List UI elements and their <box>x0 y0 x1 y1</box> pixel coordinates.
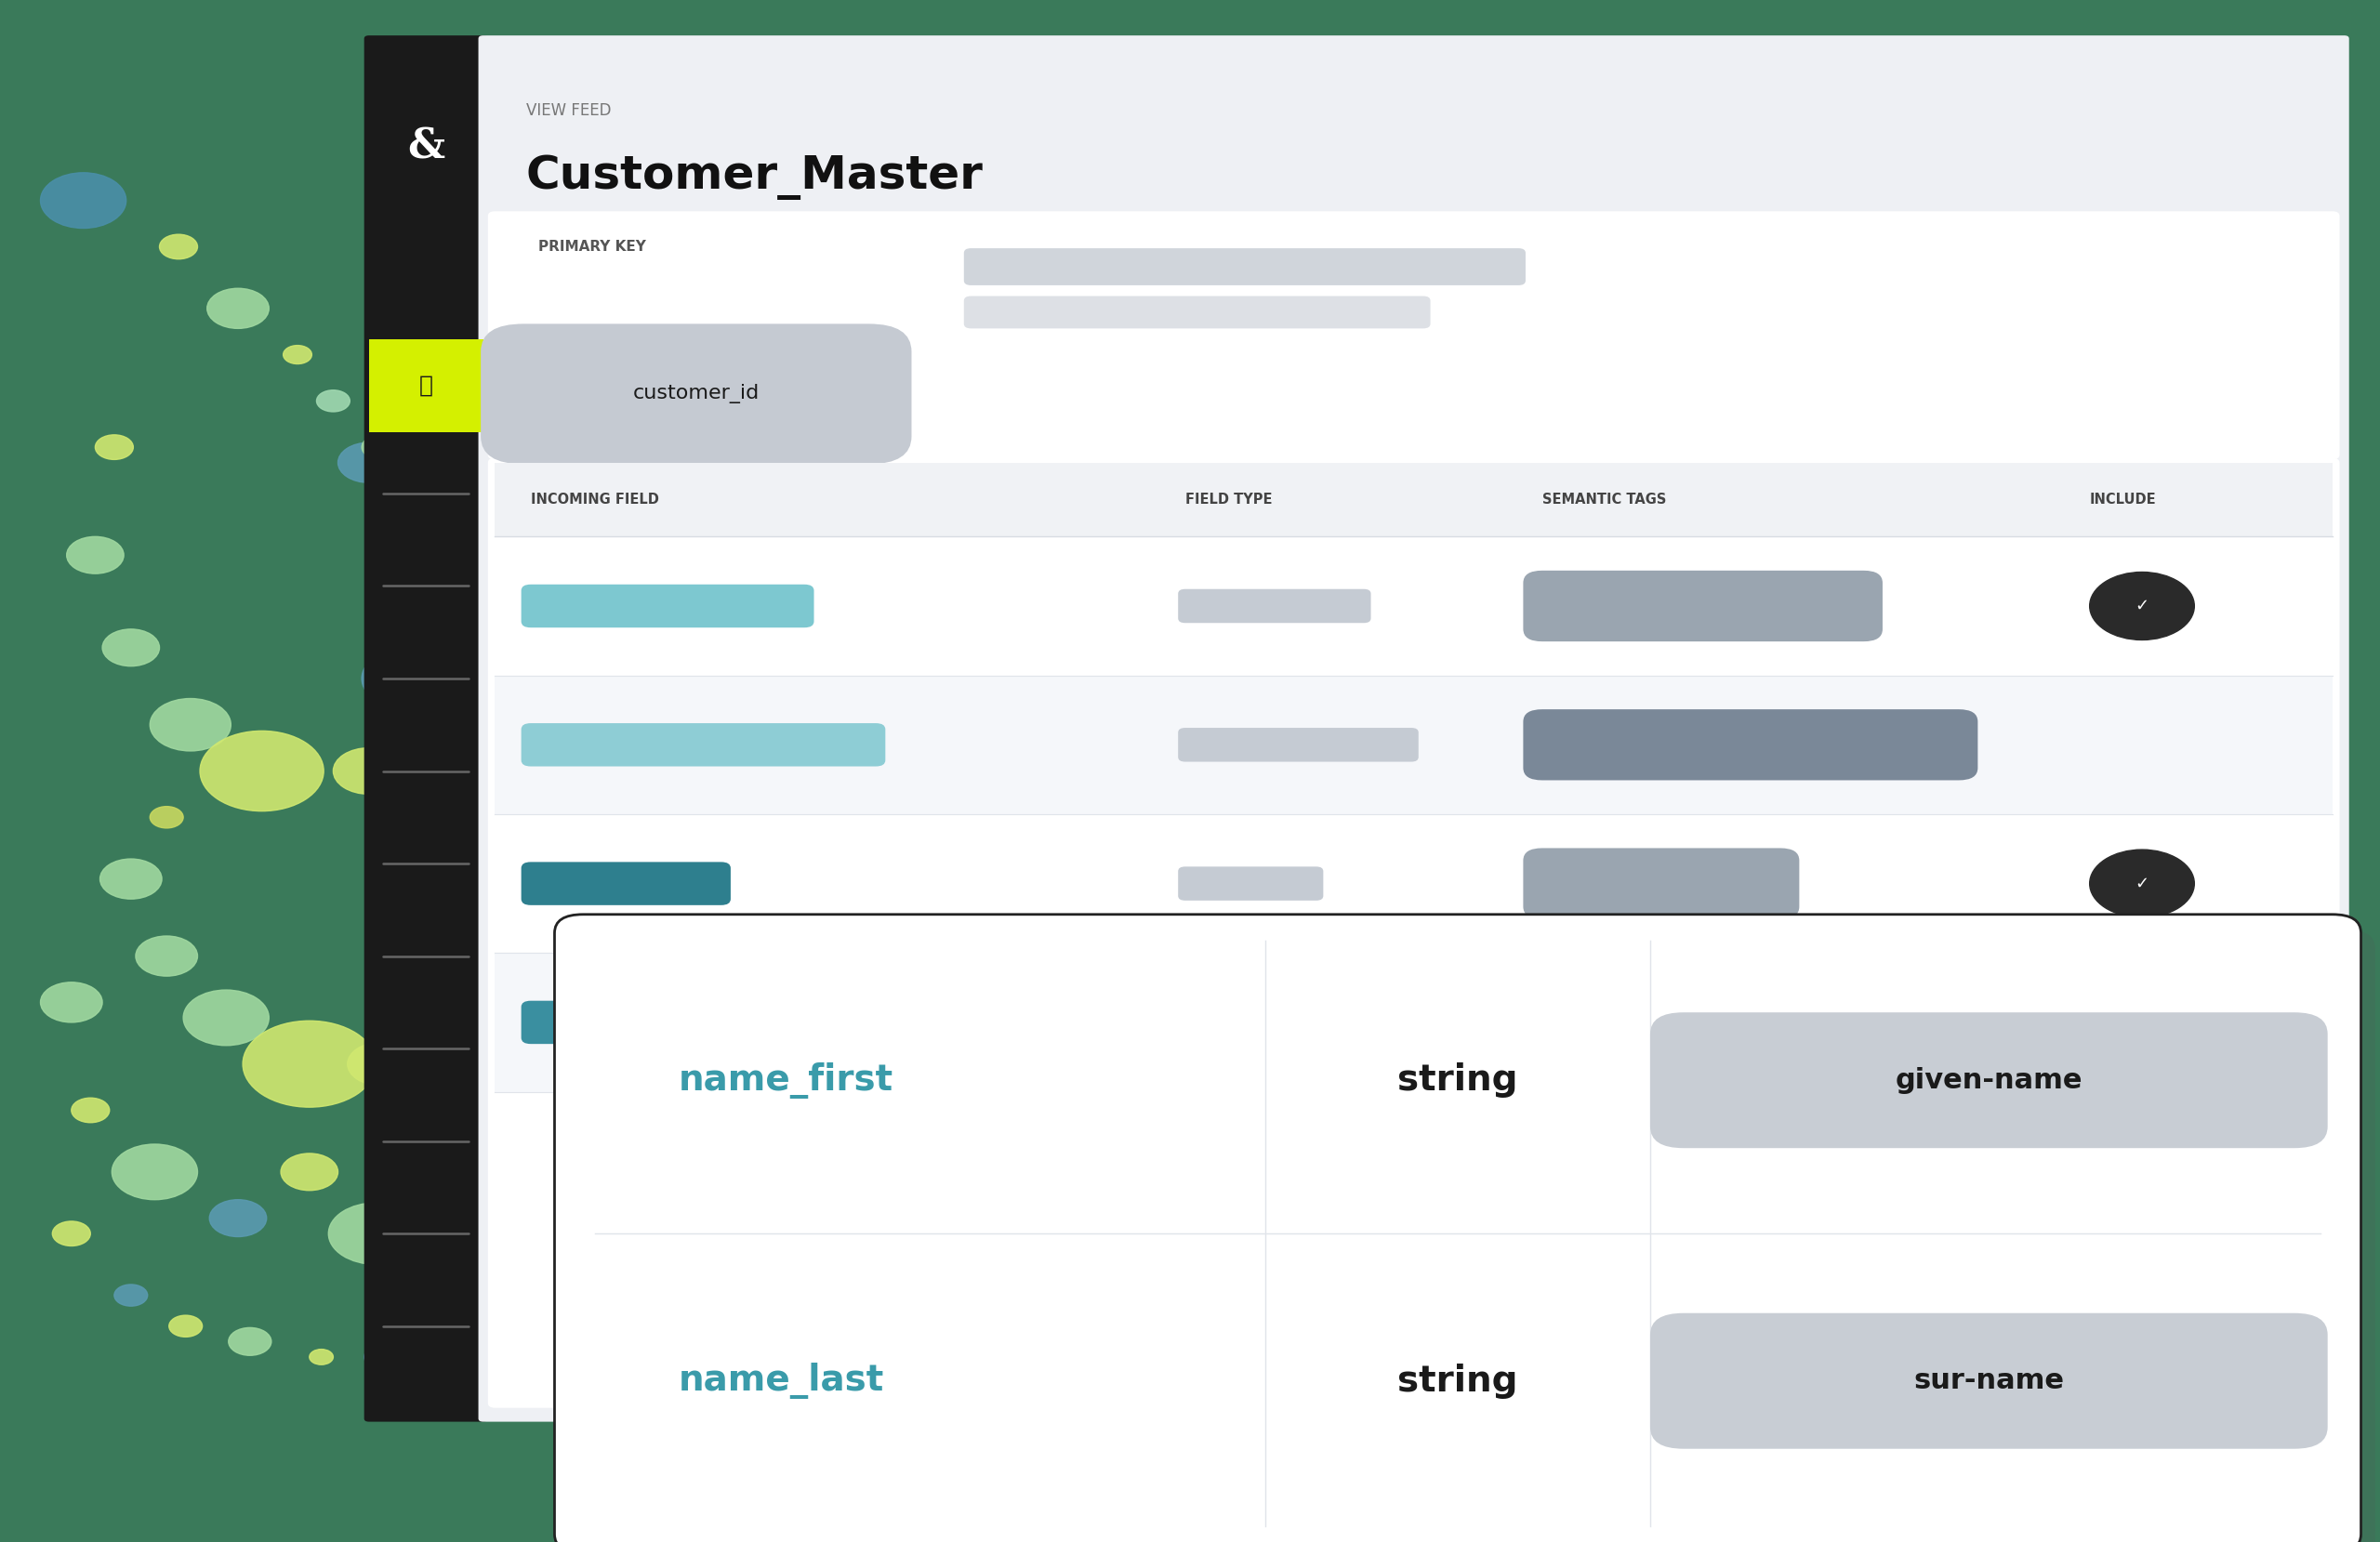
Circle shape <box>495 830 600 897</box>
Circle shape <box>102 629 159 666</box>
Circle shape <box>136 936 198 976</box>
Circle shape <box>317 390 350 412</box>
Circle shape <box>2090 850 2194 917</box>
FancyBboxPatch shape <box>495 537 2332 675</box>
Circle shape <box>309 1349 333 1365</box>
Circle shape <box>397 1164 469 1210</box>
Circle shape <box>200 731 324 811</box>
FancyBboxPatch shape <box>495 463 2332 537</box>
Circle shape <box>228 1328 271 1355</box>
FancyBboxPatch shape <box>1178 589 1371 623</box>
Circle shape <box>40 173 126 228</box>
Circle shape <box>207 288 269 328</box>
FancyBboxPatch shape <box>521 1001 850 1044</box>
Text: given-name: given-name <box>1894 1067 2082 1093</box>
FancyBboxPatch shape <box>488 211 2340 460</box>
FancyBboxPatch shape <box>488 458 2340 1408</box>
FancyBboxPatch shape <box>495 953 2332 1092</box>
FancyBboxPatch shape <box>964 248 1526 285</box>
Circle shape <box>666 1345 704 1369</box>
Circle shape <box>364 1346 397 1368</box>
Circle shape <box>114 1284 148 1306</box>
Text: ⦿: ⦿ <box>419 375 433 396</box>
Circle shape <box>328 1203 424 1264</box>
Text: name_first: name_first <box>678 1062 892 1098</box>
Circle shape <box>159 234 198 259</box>
Circle shape <box>183 990 269 1045</box>
Circle shape <box>100 859 162 899</box>
Text: customer_id: customer_id <box>633 384 759 404</box>
Circle shape <box>52 1221 90 1246</box>
Text: ✓: ✓ <box>2135 876 2149 891</box>
Text: FIELD TYPE: FIELD TYPE <box>1185 492 1273 507</box>
Circle shape <box>443 865 486 893</box>
FancyBboxPatch shape <box>964 296 1430 328</box>
Circle shape <box>209 1200 267 1237</box>
Text: INCLUDE: INCLUDE <box>2090 492 2156 507</box>
Circle shape <box>338 443 400 483</box>
Circle shape <box>40 982 102 1022</box>
Text: string: string <box>1397 1062 1518 1098</box>
FancyBboxPatch shape <box>521 723 885 766</box>
Circle shape <box>2090 988 2194 1056</box>
Circle shape <box>362 648 457 709</box>
Circle shape <box>2090 572 2194 640</box>
FancyBboxPatch shape <box>1523 987 1823 1058</box>
Circle shape <box>71 1098 109 1123</box>
Circle shape <box>243 1021 376 1107</box>
FancyBboxPatch shape <box>495 814 2332 953</box>
FancyBboxPatch shape <box>521 584 814 628</box>
FancyBboxPatch shape <box>1178 867 1323 901</box>
FancyBboxPatch shape <box>1523 709 1978 780</box>
Circle shape <box>347 1042 414 1086</box>
FancyBboxPatch shape <box>1523 848 1799 919</box>
FancyBboxPatch shape <box>1649 1314 2328 1449</box>
Text: name_last: name_last <box>678 1363 883 1399</box>
Circle shape <box>67 537 124 574</box>
FancyBboxPatch shape <box>481 324 912 464</box>
FancyBboxPatch shape <box>1523 571 1883 641</box>
Text: SEMANTIC TAGS: SEMANTIC TAGS <box>1542 492 1666 507</box>
FancyBboxPatch shape <box>478 35 2349 1422</box>
FancyBboxPatch shape <box>521 862 731 905</box>
Circle shape <box>428 1021 466 1045</box>
Text: PRIMARY KEY: PRIMARY KEY <box>538 239 645 254</box>
FancyBboxPatch shape <box>495 675 2332 814</box>
Text: string: string <box>1397 1363 1518 1399</box>
Circle shape <box>95 435 133 460</box>
Circle shape <box>112 1144 198 1200</box>
Circle shape <box>388 517 412 532</box>
Circle shape <box>369 941 464 1002</box>
Circle shape <box>685 1254 719 1275</box>
Circle shape <box>428 743 466 768</box>
FancyBboxPatch shape <box>555 914 2361 1542</box>
Circle shape <box>457 790 543 845</box>
Circle shape <box>438 1317 514 1366</box>
Text: ✓: ✓ <box>2135 598 2149 614</box>
Text: Customer_Master: Customer_Master <box>526 154 983 200</box>
Circle shape <box>150 806 183 828</box>
Circle shape <box>150 699 231 751</box>
Text: VIEW FEED: VIEW FEED <box>526 103 612 119</box>
Circle shape <box>497 1328 588 1386</box>
FancyBboxPatch shape <box>1178 728 1418 762</box>
Text: ✓: ✓ <box>2135 1015 2149 1030</box>
Circle shape <box>571 1311 666 1372</box>
FancyBboxPatch shape <box>1178 1005 1371 1039</box>
Circle shape <box>412 853 445 874</box>
FancyBboxPatch shape <box>569 930 2375 1542</box>
Circle shape <box>555 752 612 790</box>
FancyBboxPatch shape <box>364 35 488 1422</box>
Text: sur-name: sur-name <box>1914 1368 2063 1394</box>
Text: &: & <box>407 126 445 167</box>
Circle shape <box>281 1153 338 1190</box>
Circle shape <box>169 1315 202 1337</box>
FancyBboxPatch shape <box>1649 1013 2328 1149</box>
FancyBboxPatch shape <box>369 339 483 432</box>
Circle shape <box>704 1305 771 1348</box>
Text: INCOMING FIELD: INCOMING FIELD <box>531 492 659 507</box>
Circle shape <box>283 345 312 364</box>
Circle shape <box>362 435 400 460</box>
Circle shape <box>333 748 405 794</box>
